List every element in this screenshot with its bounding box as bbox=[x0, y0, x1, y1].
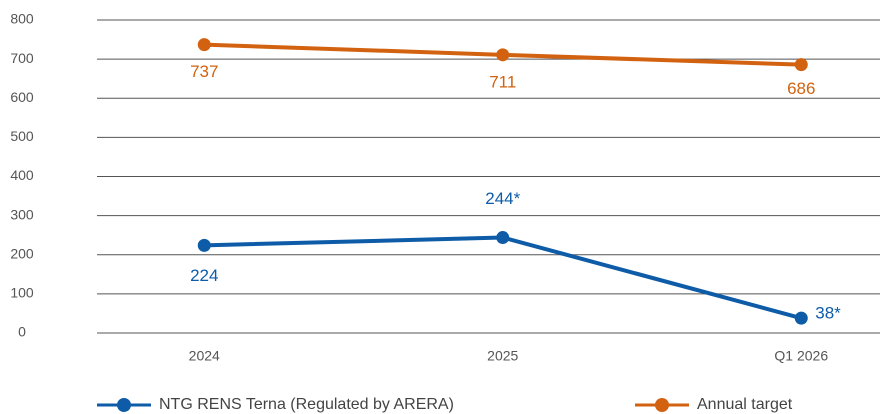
y-tick-label: 500 bbox=[10, 128, 34, 144]
x-tick-label: Q1 2026 bbox=[774, 348, 828, 364]
y-tick-label: 700 bbox=[10, 50, 34, 66]
data-label: 737 bbox=[190, 62, 218, 81]
y-tick-label: 600 bbox=[10, 89, 34, 105]
y-tick-label: 100 bbox=[10, 285, 34, 301]
series-line bbox=[204, 235, 802, 321]
point bbox=[496, 48, 510, 62]
legend-label: Annual target bbox=[697, 396, 793, 413]
legend-marker bbox=[117, 398, 131, 412]
point bbox=[794, 311, 808, 325]
y-tick-label: 800 bbox=[10, 11, 34, 27]
point bbox=[496, 231, 510, 245]
data-label: 224 bbox=[190, 266, 218, 285]
y-tick-label: 200 bbox=[10, 245, 34, 261]
point bbox=[197, 238, 211, 252]
data-label: 244* bbox=[485, 189, 520, 208]
y-tick-label: 300 bbox=[10, 206, 34, 222]
x-tick-label: 2024 bbox=[189, 348, 220, 364]
data-label: 711 bbox=[489, 72, 516, 91]
legend-label: NTG RENS Terna (Regulated by ARERA) bbox=[159, 396, 454, 413]
y-tick-label: 0 bbox=[18, 324, 26, 340]
x-tick-label: 2025 bbox=[487, 348, 518, 364]
point bbox=[794, 58, 808, 72]
y-tick-label: 400 bbox=[10, 167, 34, 183]
point bbox=[197, 38, 211, 52]
data-label: 686 bbox=[787, 79, 815, 98]
legend-marker bbox=[655, 398, 669, 412]
data-label: 38* bbox=[815, 304, 841, 323]
